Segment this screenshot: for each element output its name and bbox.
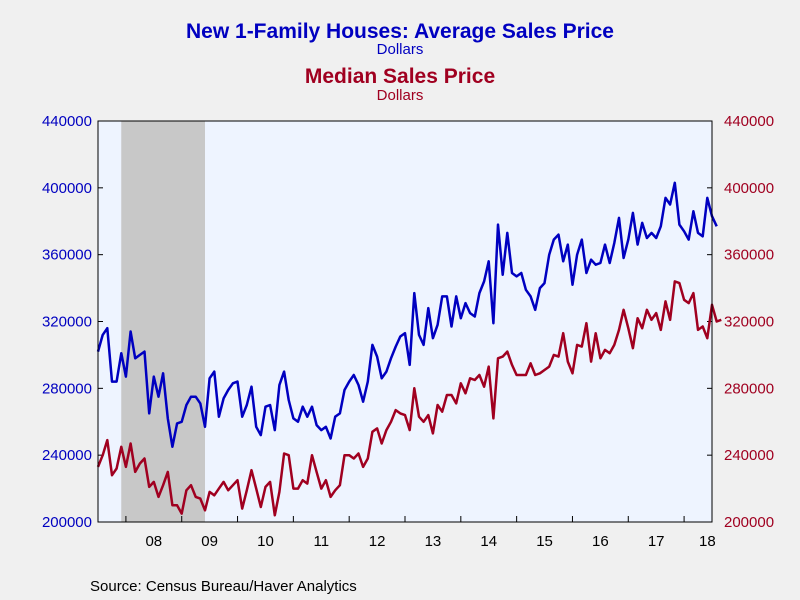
x-tick-label: 11: [313, 533, 329, 550]
plot-frame: [97, 120, 713, 523]
chart-title-median: Median Sales Price: [304, 65, 496, 88]
chart-subtitle-median-units: Dollars: [376, 87, 424, 104]
series-line-average-price: [96, 181, 718, 449]
y-tick-label-right: 320000: [724, 314, 774, 331]
y-tick-label-left: 440000: [42, 113, 92, 130]
x-tick-label: 12: [369, 533, 386, 550]
y-tick-label-right: 200000: [724, 514, 774, 531]
y-tick-label-left: 240000: [42, 447, 92, 464]
y-tick-label-right: 440000: [724, 113, 774, 130]
x-tick-label: 09: [201, 533, 218, 550]
y-tick-label-left: 360000: [42, 247, 92, 264]
series-line-median-price: [96, 280, 722, 517]
source-note: Source: Census Bureau/Haver Analytics: [90, 578, 357, 595]
y-tick-label-left: 320000: [42, 314, 92, 331]
x-tick-label: 10: [257, 533, 274, 550]
x-tick-label: 08: [145, 533, 162, 550]
y-tick-label-right: 280000: [724, 380, 774, 397]
x-tick-label: 16: [592, 533, 609, 550]
x-tick-label: 13: [425, 533, 442, 550]
y-tick-label-left: 200000: [42, 514, 92, 531]
recession-shading: [121, 121, 205, 522]
chart-title-average: New 1-Family Houses: Average Sales Price: [186, 20, 614, 43]
x-tick-label: 18: [699, 533, 716, 550]
y-tick-label-left: 280000: [42, 380, 92, 397]
y-tick-label-right: 360000: [724, 247, 774, 264]
x-tick-label: 17: [648, 533, 665, 550]
chart-subtitle-average-units: Dollars: [376, 41, 424, 58]
x-tick-label: 14: [480, 533, 497, 550]
x-tick-label: 15: [536, 533, 553, 550]
y-tick-label-right: 400000: [724, 180, 774, 197]
y-tick-label-right: 240000: [724, 447, 774, 464]
y-tick-label-left: 400000: [42, 180, 92, 197]
